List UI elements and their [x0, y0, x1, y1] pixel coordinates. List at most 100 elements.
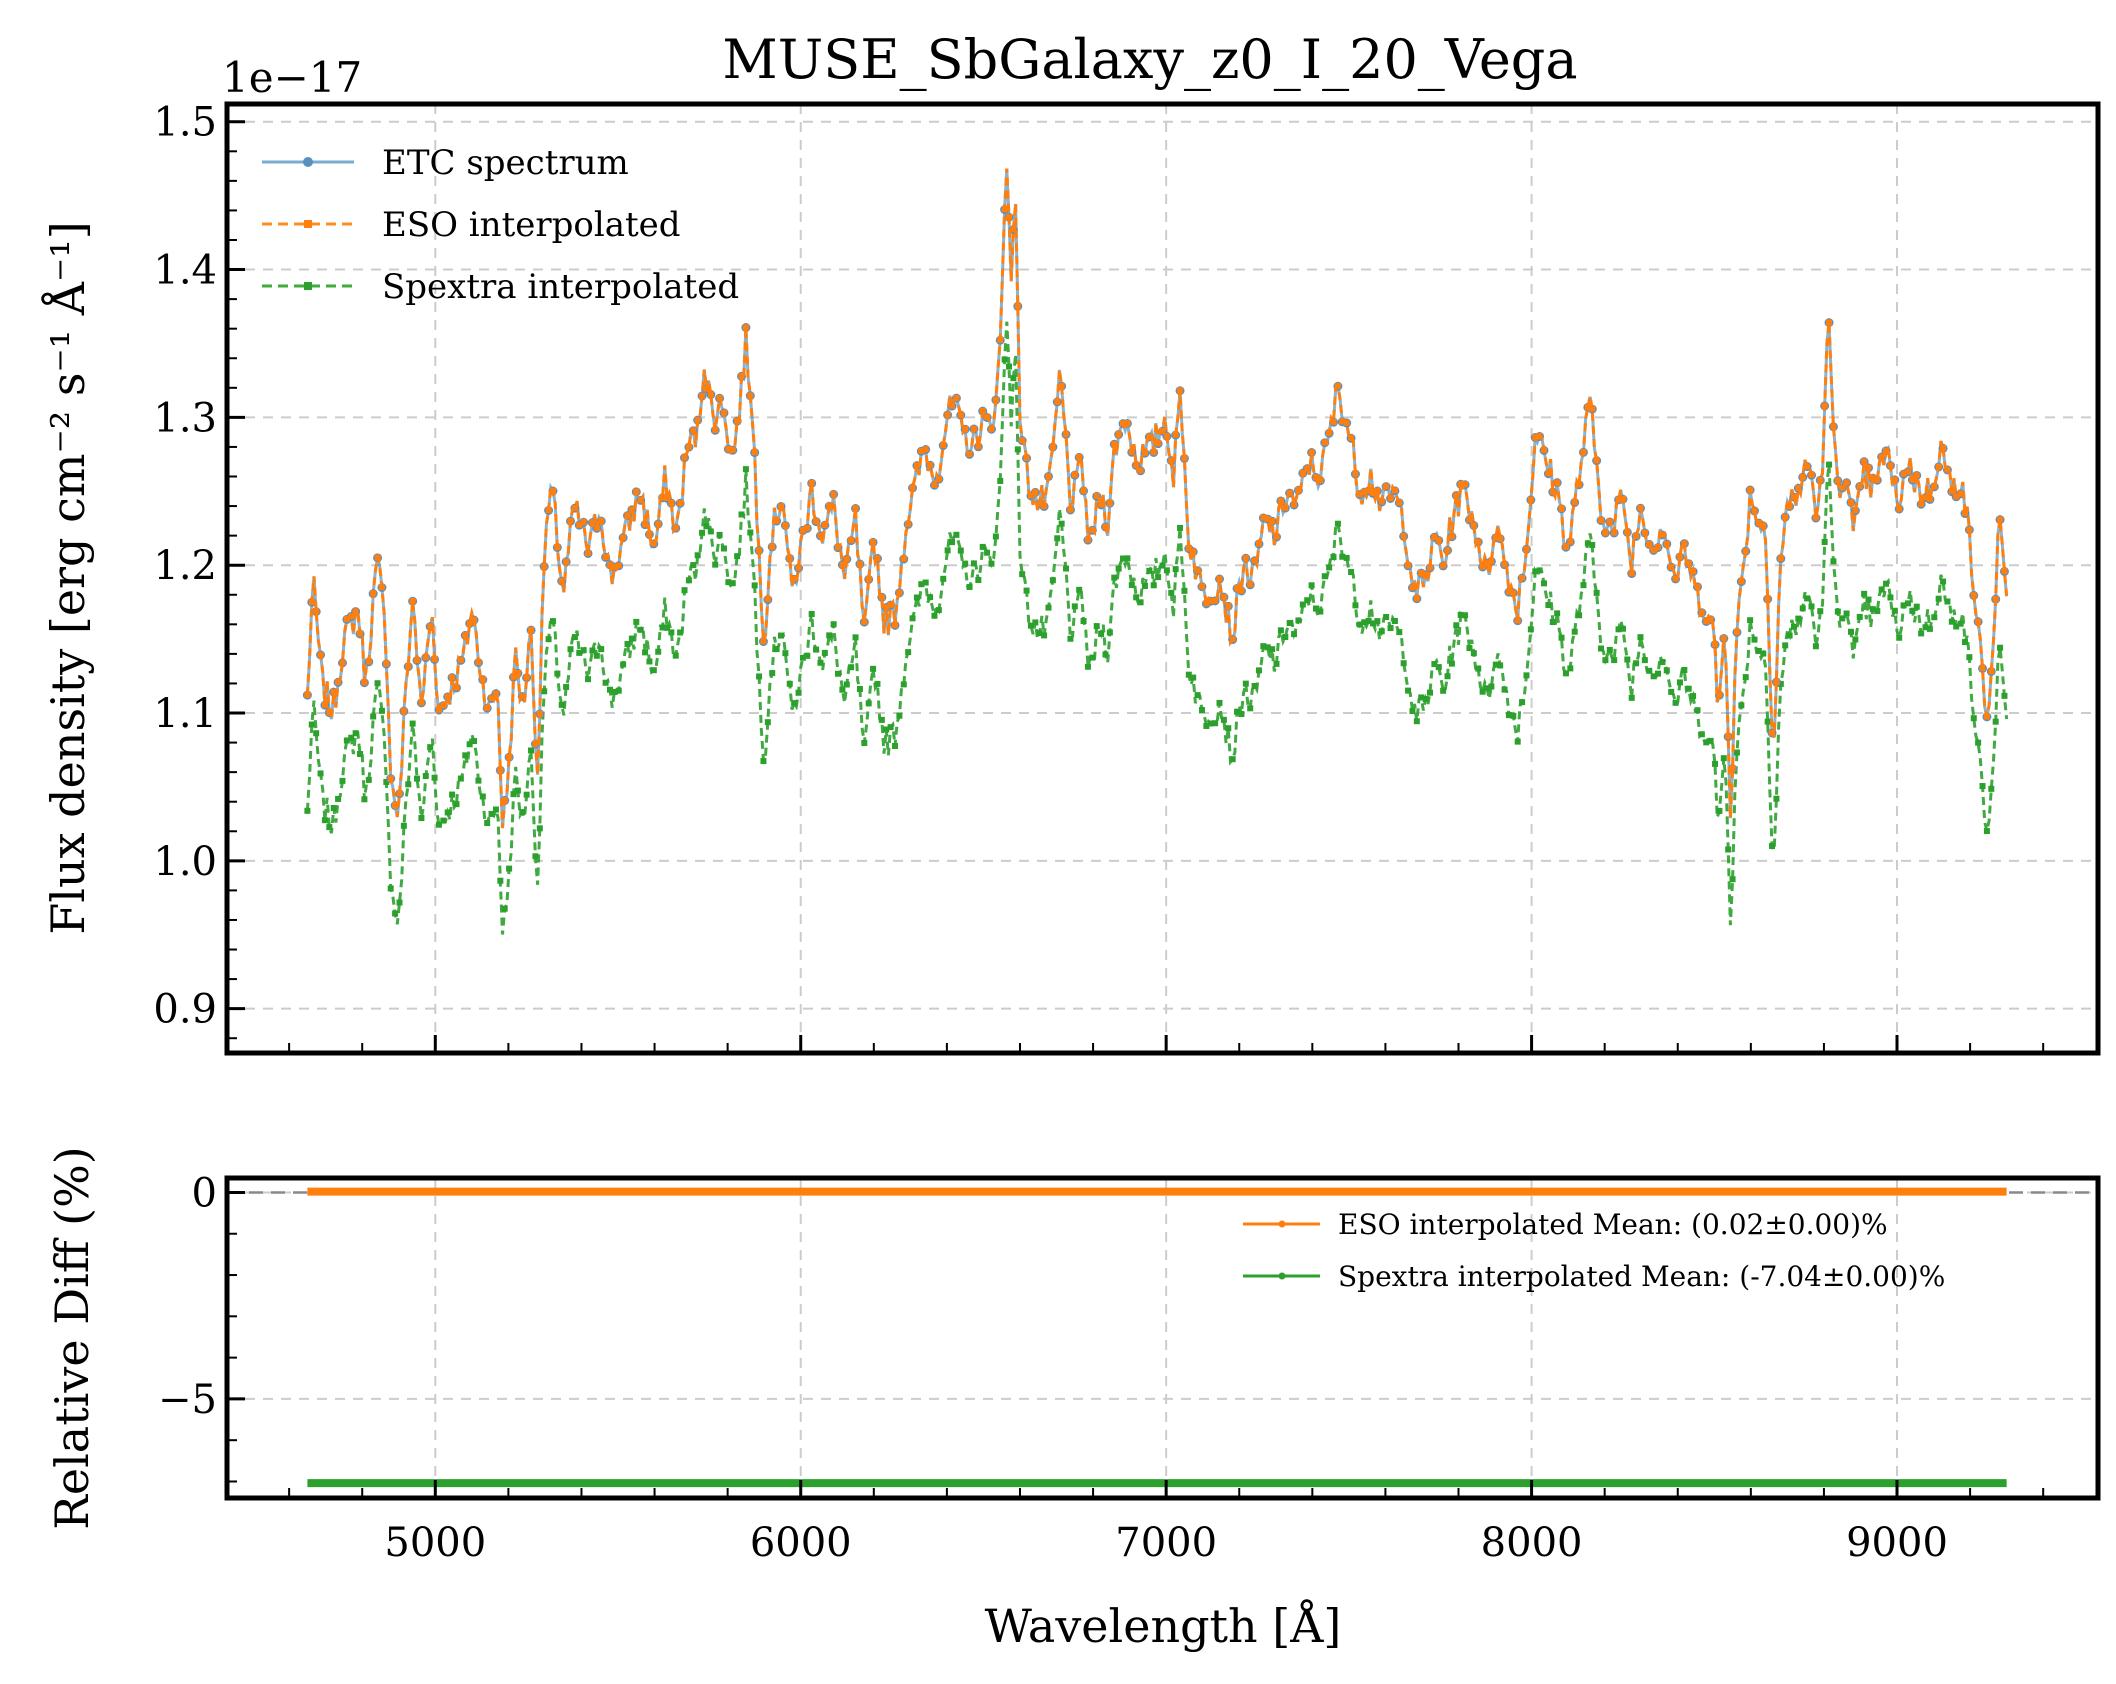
eso-point: [1260, 514, 1267, 521]
eso-point: [957, 411, 964, 418]
spextra-point: [1777, 680, 1784, 687]
eso-point: [1988, 668, 1995, 675]
eso-point: [1812, 514, 1819, 521]
eso-point: [1685, 560, 1692, 567]
eso-point: [1826, 319, 1833, 326]
spextra-point: [1159, 562, 1166, 569]
spextra-point: [1001, 356, 1008, 363]
spextra-point: [997, 477, 1004, 484]
spextra-point: [927, 594, 934, 601]
spextra-point: [1655, 670, 1662, 677]
eso-point: [1957, 490, 1964, 497]
eso-point: [1602, 529, 1609, 536]
spextra-point: [1304, 597, 1311, 604]
eso-point: [1369, 490, 1376, 497]
spextra-point: [843, 681, 850, 688]
spextra-point: [1361, 619, 1368, 626]
spextra-point: [808, 611, 815, 618]
spextra-point: [628, 635, 635, 642]
eso-point: [374, 554, 381, 561]
spextra-point: [1650, 673, 1657, 680]
eso-point: [1558, 505, 1565, 512]
spextra-point: [414, 775, 421, 782]
eso-point: [760, 638, 767, 645]
spextra-point: [1435, 664, 1442, 671]
eso-point: [1194, 567, 1201, 574]
spextra-point: [1948, 618, 1955, 625]
spextra-point: [791, 700, 798, 707]
spextra-point: [370, 713, 377, 720]
spextra-point: [1194, 692, 1201, 699]
eso-point: [1769, 729, 1776, 736]
flux-plot-frame: [224, 101, 2101, 1056]
eso-point: [1084, 536, 1091, 543]
spextra-point: [1690, 693, 1697, 700]
spextra-point: [848, 664, 855, 671]
spextra-point: [1185, 671, 1192, 678]
eso-point: [817, 532, 824, 539]
eso-point: [769, 543, 776, 550]
eso-point: [1795, 485, 1802, 492]
spextra-point: [760, 758, 767, 765]
eso-point: [751, 449, 758, 456]
eso-point: [1659, 531, 1666, 538]
diff-x-tick-label: 9000: [1846, 1520, 1948, 1566]
eso-point: [782, 522, 789, 529]
spextra-point: [852, 634, 859, 641]
eso-point: [1725, 733, 1732, 740]
spextra-point: [1856, 613, 1863, 620]
eso-point: [492, 690, 499, 697]
eso-point: [541, 563, 548, 570]
spextra-point: [905, 649, 912, 656]
spextra-point: [1817, 608, 1824, 615]
spextra-point: [1751, 636, 1758, 643]
spextra-point: [1861, 590, 1868, 597]
spextra-point: [2001, 692, 2008, 699]
spextra-point: [1975, 739, 1982, 746]
eso-point: [422, 654, 429, 661]
eso-point: [1207, 597, 1214, 604]
eso-point: [1352, 470, 1359, 477]
eso-point: [370, 590, 377, 597]
spextra-point: [962, 560, 969, 567]
eso-point: [475, 659, 482, 666]
spextra-point: [1413, 718, 1420, 725]
spextra-point: [690, 562, 697, 569]
spextra-point: [1773, 795, 1780, 802]
spextra-point: [663, 624, 670, 631]
eso-point: [1255, 540, 1262, 547]
flux-y-tick-label: 1.1: [153, 691, 217, 737]
eso-point: [409, 597, 416, 604]
spextra-point: [1102, 651, 1109, 658]
eso-point: [313, 608, 320, 615]
spextra-point: [918, 581, 925, 588]
eso-point: [633, 488, 640, 495]
eso-point: [1953, 493, 1960, 500]
spextra-point: [1935, 595, 1942, 602]
eso-point: [1137, 467, 1144, 474]
diff-x-tick-label: 8000: [1481, 1520, 1583, 1566]
eso-point: [392, 802, 399, 809]
spextra-point: [1484, 685, 1491, 692]
eso-point: [378, 584, 385, 591]
eso-point: [1663, 540, 1670, 547]
spextra-point: [1080, 618, 1087, 625]
eso-point: [979, 407, 986, 414]
spextra-point: [782, 650, 789, 657]
eso-point: [462, 632, 469, 639]
spextra-point: [1598, 645, 1605, 652]
spextra-point: [707, 528, 714, 535]
spextra-point: [1576, 612, 1583, 619]
eso-point: [1852, 507, 1859, 514]
eso-point: [931, 481, 938, 488]
eso-point: [1312, 474, 1319, 481]
eso-point: [589, 519, 596, 526]
spextra-point: [1383, 613, 1390, 620]
spextra-point: [1054, 535, 1061, 542]
eso-point: [1883, 447, 1890, 454]
eso-point: [650, 540, 657, 547]
eso-point: [646, 531, 653, 538]
eso-point: [449, 674, 456, 681]
eso-point: [457, 657, 464, 664]
eso-point: [1405, 562, 1412, 569]
